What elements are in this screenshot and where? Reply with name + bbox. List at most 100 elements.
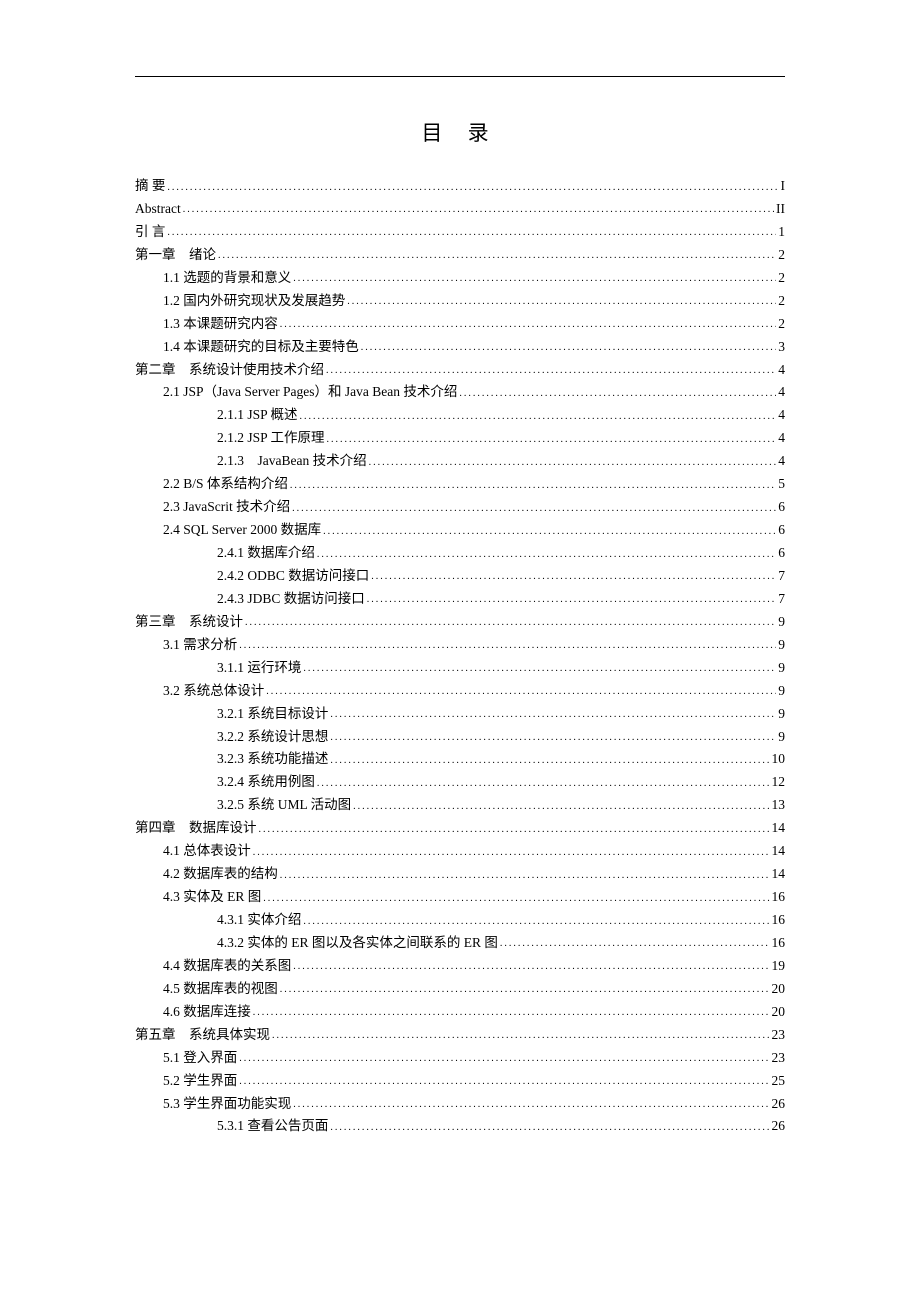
toc-page-number: 9	[778, 657, 785, 680]
toc-entry: 引 言1	[135, 221, 785, 244]
toc-label: 5.1 登入界面	[163, 1047, 237, 1070]
toc-entry: 3.2.3 系统功能描述10	[135, 748, 785, 771]
toc-page-number: 2	[778, 244, 785, 267]
toc-entry: 5.2 学生界面25	[135, 1070, 785, 1093]
toc-leader-dots	[280, 865, 770, 879]
toc-entry: 2.4 SQL Server 2000 数据库6	[135, 519, 785, 542]
toc-page-number: 2	[778, 267, 785, 290]
toc-page-number: 9	[778, 703, 785, 726]
toc-leader-dots	[371, 566, 776, 580]
toc-entry: 摘 要I	[135, 175, 785, 198]
toc-entry: 3.2.5 系统 UML 活动图13	[135, 794, 785, 817]
toc-label: 5.3.1 查看公告页面	[217, 1115, 328, 1138]
toc-entry: 2.1.3 JavaBean 技术介绍4	[135, 450, 785, 473]
toc-entry: 第二章 系统设计使用技术介绍 4	[135, 359, 785, 382]
toc-leader-dots	[239, 1048, 769, 1062]
toc-label: 2.4 SQL Server 2000 数据库	[163, 519, 321, 542]
toc-label: 1.4 本课题研究的目标及主要特色	[163, 336, 359, 359]
toc-leader-dots	[272, 1025, 770, 1039]
toc-label: Abstract	[135, 198, 181, 221]
toc-leader-dots	[266, 681, 776, 695]
toc-entry: 1.2 国内外研究现状及发展趋势 2	[135, 290, 785, 313]
toc-entry: 4.4 数据库表的关系图19	[135, 955, 785, 978]
toc-leader-dots	[259, 819, 770, 833]
toc-entry: 2.1.1 JSP 概述4	[135, 404, 785, 427]
toc-label: 5.3 学生界面功能实现	[163, 1093, 291, 1116]
toc-entry: 4.3 实体及 ER 图 16	[135, 886, 785, 909]
toc-entry: 3.2.1 系统目标设计 9	[135, 703, 785, 726]
toc-entry: 2.4.1 数据库介绍 6	[135, 542, 785, 565]
toc-leader-dots	[347, 291, 776, 305]
toc-entry: 2.4.3 JDBC 数据访问接口7	[135, 588, 785, 611]
toc-label: 4.3 实体及 ER 图	[163, 886, 261, 909]
toc-leader-dots	[303, 911, 769, 925]
toc-page-number: 20	[772, 978, 786, 1001]
toc-entry: 4.6 数据库连接20	[135, 1001, 785, 1024]
toc-page-number: 16	[772, 909, 786, 932]
toc-label: 3.2.3 系统功能描述	[217, 748, 328, 771]
toc-label: 3.2.1 系统目标设计	[217, 703, 328, 726]
toc-label: 1.2 国内外研究现状及发展趋势	[163, 290, 345, 313]
toc-entry: 4.3.2 实体的 ER 图以及各实体之间联系的 ER 图16	[135, 932, 785, 955]
toc-leader-dots	[317, 544, 776, 558]
toc-page-number: 6	[778, 496, 785, 519]
toc-leader-dots	[293, 1094, 769, 1108]
toc-label: 2.1.1 JSP 概述	[217, 404, 298, 427]
toc-page-number: 14	[772, 817, 786, 840]
toc-label: 第二章 系统设计使用技术介绍	[135, 359, 324, 382]
toc-leader-dots	[263, 888, 769, 902]
toc-leader-dots	[239, 635, 776, 649]
toc-leader-dots	[330, 1117, 769, 1131]
toc-label: 4.5 数据库表的视图	[163, 978, 278, 1001]
toc-page-number: 2	[778, 290, 785, 313]
toc-leader-dots	[367, 589, 776, 603]
toc-page-number: 6	[778, 542, 785, 565]
toc-leader-dots	[167, 222, 776, 236]
toc-page-number: 4	[778, 359, 785, 382]
toc-entry: 第五章 系统具体实现23	[135, 1024, 785, 1047]
toc-leader-dots	[290, 475, 776, 489]
toc-leader-dots	[459, 383, 776, 397]
toc-label: 5.2 学生界面	[163, 1070, 237, 1093]
toc-label: 3.2.2 系统设计思想	[217, 726, 328, 749]
toc-leader-dots	[280, 314, 777, 328]
horizontal-rule	[135, 76, 785, 77]
toc-label: 3.2 系统总体设计	[163, 680, 264, 703]
toc-label: 2.1.3 JavaBean 技术介绍	[217, 450, 367, 473]
toc-page-number: II	[776, 198, 785, 221]
toc-entry: 1.1 选题的背景和意义2	[135, 267, 785, 290]
toc-page-number: 14	[772, 863, 786, 886]
toc-label: 2.4.2 ODBC 数据访问接口	[217, 565, 369, 588]
toc-entry: 3.2.2 系统设计思想 9	[135, 726, 785, 749]
toc-leader-dots	[183, 199, 774, 213]
toc-leader-dots	[330, 704, 776, 718]
toc-entry: 2.4.2 ODBC 数据访问接口7	[135, 565, 785, 588]
toc-leader-dots	[500, 933, 770, 947]
toc-label: 2.3 JavaScrit 技术介绍	[163, 496, 290, 519]
toc-label: 第一章 绪论	[135, 244, 216, 267]
toc-page-number: 9	[778, 726, 785, 749]
toc-label: 第五章 系统具体实现	[135, 1024, 270, 1047]
toc-label: 3.2.4 系统用例图	[217, 771, 315, 794]
toc-label: 4.4 数据库表的关系图	[163, 955, 291, 978]
toc-leader-dots	[293, 956, 769, 970]
toc-label: 2.1.2 JSP 工作原理	[217, 427, 325, 450]
toc-page-number: 9	[778, 634, 785, 657]
toc-page-number: 9	[778, 680, 785, 703]
toc-page-number: 16	[772, 886, 786, 909]
toc-entry: 3.1.1 运行环境 9	[135, 657, 785, 680]
toc-label: 2.1 JSP（Java Server Pages）和 Java Bean 技术…	[163, 381, 457, 404]
toc-page-number: 26	[772, 1093, 786, 1116]
toc-leader-dots	[218, 245, 776, 259]
toc-leader-dots	[330, 750, 769, 764]
toc-entry: 4.3.1 实体介绍16	[135, 909, 785, 932]
toc-leader-dots	[330, 727, 776, 741]
toc-leader-dots	[303, 658, 776, 672]
toc-label: 3.2.5 系统 UML 活动图	[217, 794, 351, 817]
toc-label: 1.3 本课题研究内容	[163, 313, 278, 336]
toc-label: 2.4.1 数据库介绍	[217, 542, 315, 565]
toc-label: 3.1.1 运行环境	[217, 657, 301, 680]
toc-page-number: 9	[778, 611, 785, 634]
toc-entry: 3.2.4 系统用例图12	[135, 771, 785, 794]
toc-entry: 3.1 需求分析9	[135, 634, 785, 657]
